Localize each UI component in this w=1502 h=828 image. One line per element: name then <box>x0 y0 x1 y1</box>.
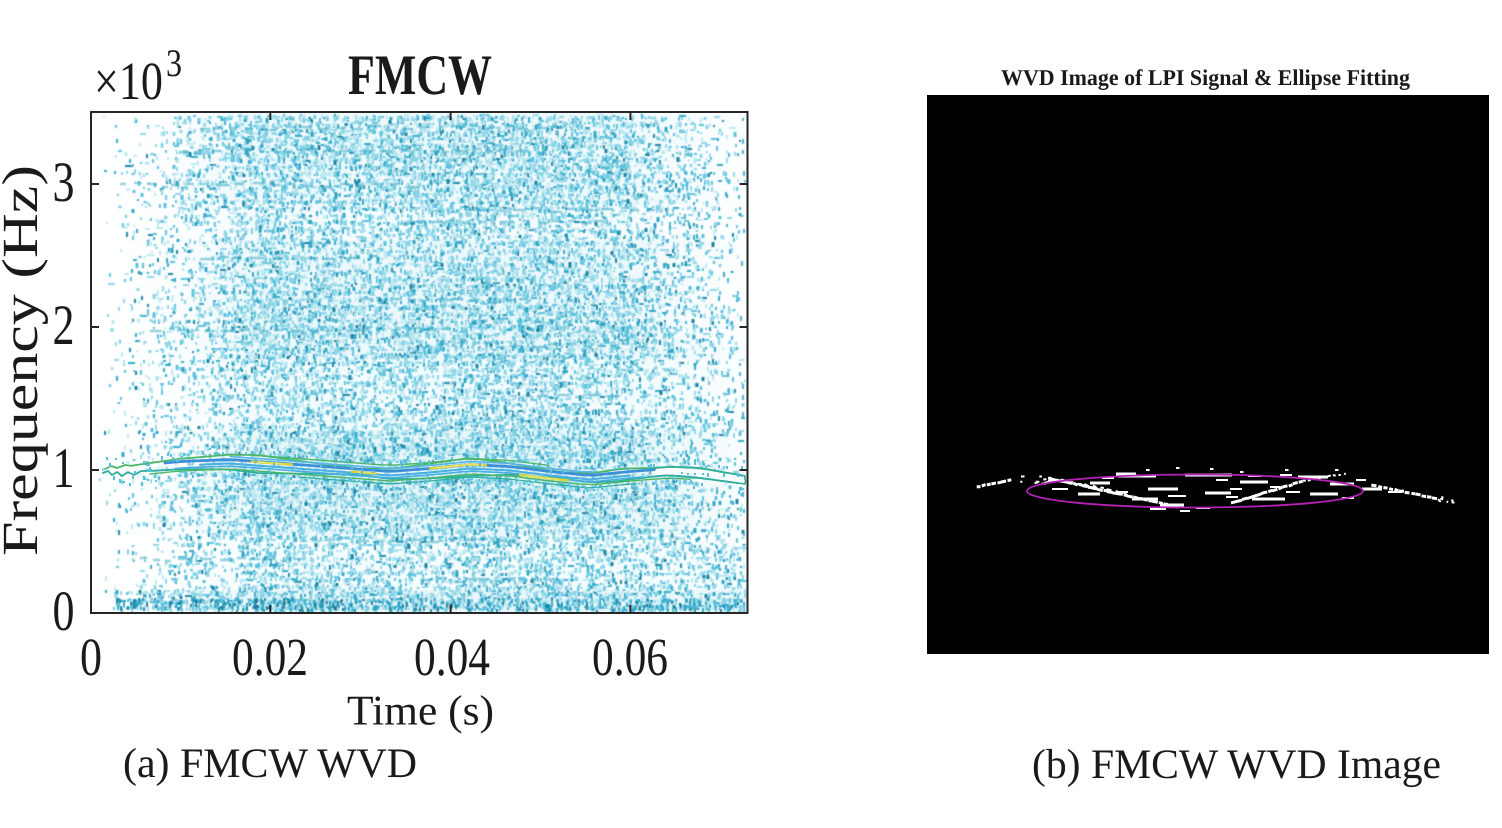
svg-text:FMCW: FMCW <box>348 44 492 107</box>
svg-text:WVD Image of LPI Signal & Elli: WVD Image of LPI Signal & Ellipse Fittin… <box>1001 65 1411 90</box>
svg-text:2: 2 <box>53 293 75 357</box>
svg-text:0.02: 0.02 <box>232 627 308 687</box>
svg-text:×10: ×10 <box>94 51 163 111</box>
svg-text:3: 3 <box>166 41 182 85</box>
svg-text:(a) FMCW WVD: (a) FMCW WVD <box>123 741 417 787</box>
svg-text:0: 0 <box>80 627 102 687</box>
svg-text:(b) FMCW WVD Image: (b) FMCW WVD Image <box>1032 742 1441 788</box>
svg-text:0.04: 0.04 <box>414 627 490 687</box>
svg-text:3: 3 <box>53 150 75 214</box>
svg-text:Frequency (Hz): Frequency (Hz) <box>0 165 48 556</box>
svg-text:0.06: 0.06 <box>592 627 668 687</box>
svg-text:1: 1 <box>53 436 75 500</box>
svg-text:Time (s): Time (s) <box>347 687 494 734</box>
svg-text:0: 0 <box>53 579 75 643</box>
